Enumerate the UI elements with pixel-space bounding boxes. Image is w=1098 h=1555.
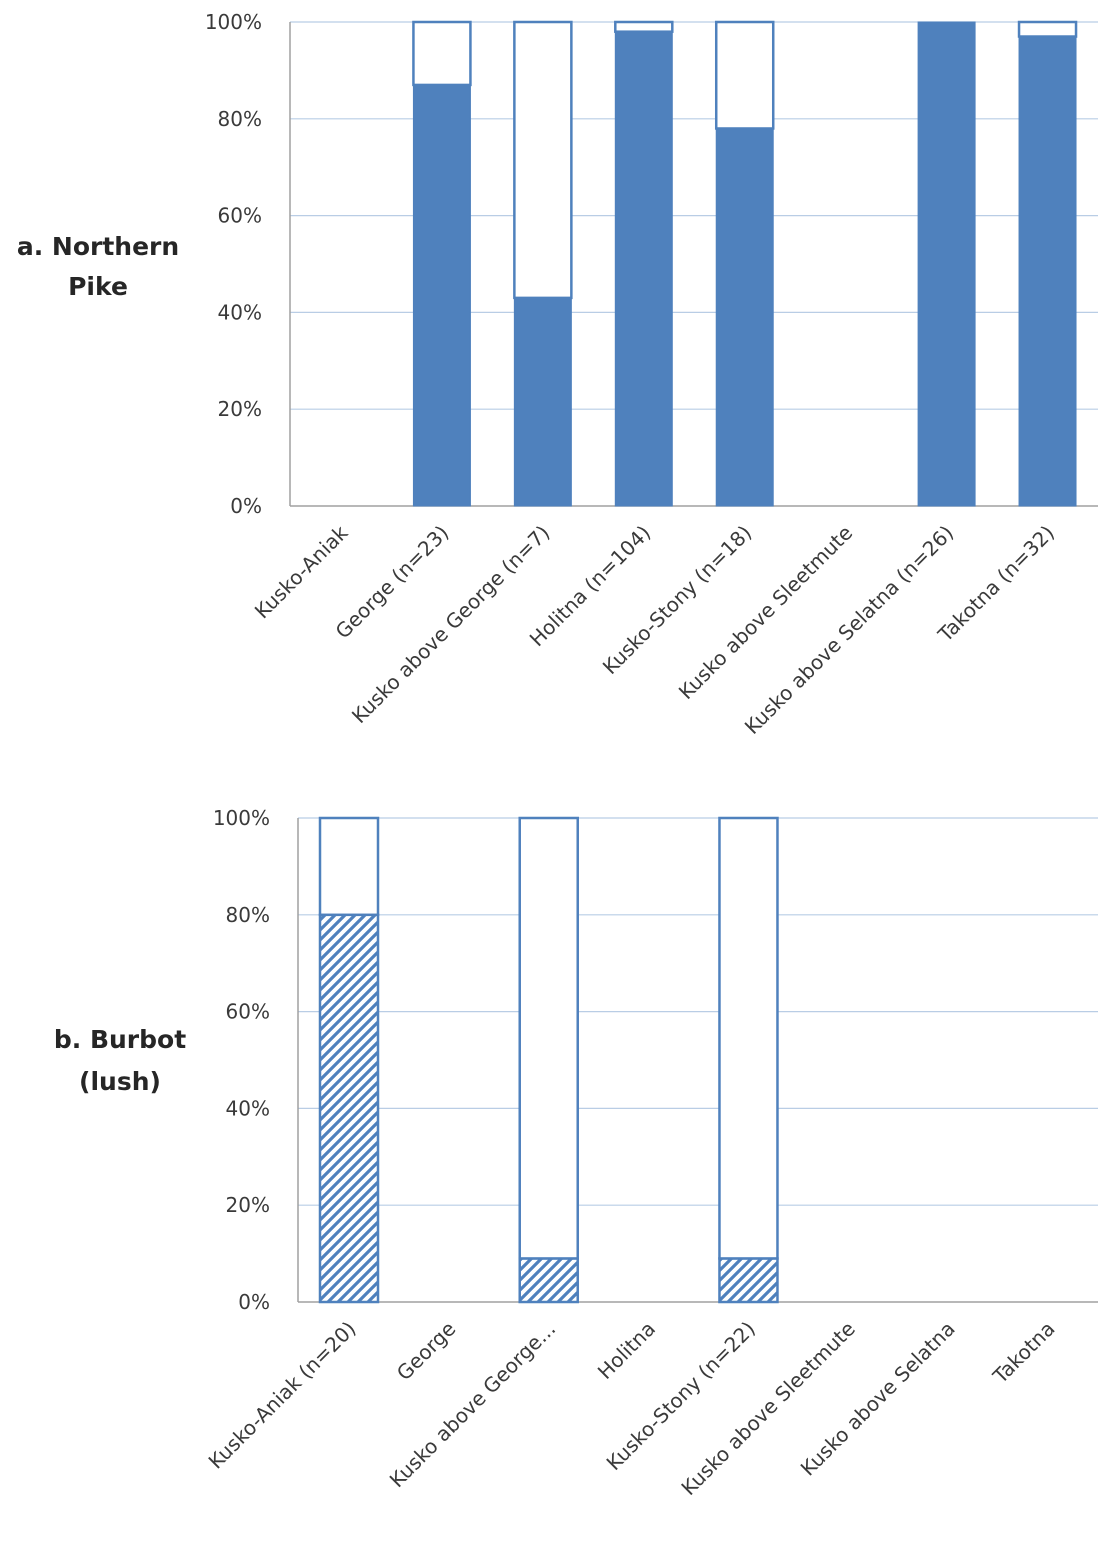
bar-segment — [718, 816, 779, 1260]
panel-a-gridlines — [289, 21, 1098, 507]
panel-b-label-line1: b. Burbot — [54, 1025, 186, 1054]
x-tick-label: George — [392, 1317, 461, 1386]
bar-segment — [614, 31, 673, 507]
panel-a-label-line2: Pike — [68, 272, 128, 301]
y-tick-label: 60% — [226, 1000, 270, 1024]
bar-segment — [714, 20, 775, 130]
panel-b-gridlines — [297, 817, 1098, 1303]
y-tick-label: 20% — [218, 397, 262, 421]
panel-a-bars — [412, 20, 1078, 507]
bar-segment — [614, 20, 674, 33]
x-tick-label: Kusko above Sleetmute — [676, 1317, 859, 1500]
y-tick-label: 40% — [226, 1096, 270, 1120]
panel-a-y-axis: 0% 20% 40% 60% 80% 100% — [205, 10, 262, 518]
bar-segment — [412, 84, 471, 507]
bar-segment — [412, 20, 472, 87]
y-tick-label: 100% — [205, 10, 262, 34]
x-tick-label: Kusko-Aniak (n=20) — [204, 1317, 361, 1474]
bar-segment — [513, 297, 572, 507]
bar-segment — [715, 127, 774, 507]
y-tick-label: 0% — [238, 1290, 270, 1314]
panel-b-y-axis: 0% 20% 40% 60% 80% 100% — [213, 806, 270, 1314]
y-tick-label: 40% — [218, 300, 262, 324]
bar-segment — [718, 1257, 779, 1304]
chart-panel-a: a. Northern Pike 0% 20% 40% 60% 80% 100% Kusk… — [17, 10, 1098, 739]
bar-segment — [1017, 20, 1078, 38]
panel-b-bars — [318, 816, 779, 1304]
bar-segment — [518, 1257, 579, 1304]
bar-segment — [917, 21, 976, 507]
chart-panel-b: b. Burbot (lush) 0% 20% 40% 60% 80% 100% Kusk… — [54, 806, 1098, 1500]
x-tick-label: Kusko above George... — [385, 1317, 561, 1493]
x-tick-label: Takotna — [987, 1317, 1059, 1389]
bar-segment — [318, 913, 380, 1304]
x-tick-label: Kusko above George (n=7) — [347, 521, 554, 728]
y-tick-label: 80% — [226, 903, 270, 927]
x-tick-label: Kusko above Sleetmute — [674, 521, 857, 704]
x-tick-label: Kusko above Selatna (n=26) — [740, 521, 958, 739]
panel-a-label-line1: a. Northern — [17, 232, 179, 261]
x-tick-label: Kusko-Aniak — [250, 520, 353, 623]
bar-segment — [513, 20, 573, 300]
y-tick-label: 0% — [230, 494, 262, 518]
y-tick-label: 100% — [213, 806, 270, 830]
y-tick-label: 80% — [218, 107, 262, 131]
panel-b-label-line2: (lush) — [79, 1067, 161, 1096]
bar-segment — [318, 816, 380, 917]
x-tick-label: Holitna — [593, 1317, 660, 1384]
y-tick-label: 20% — [226, 1193, 270, 1217]
bar-segment — [1018, 36, 1077, 507]
bar-segment — [518, 816, 579, 1260]
y-tick-label: 60% — [218, 204, 262, 228]
